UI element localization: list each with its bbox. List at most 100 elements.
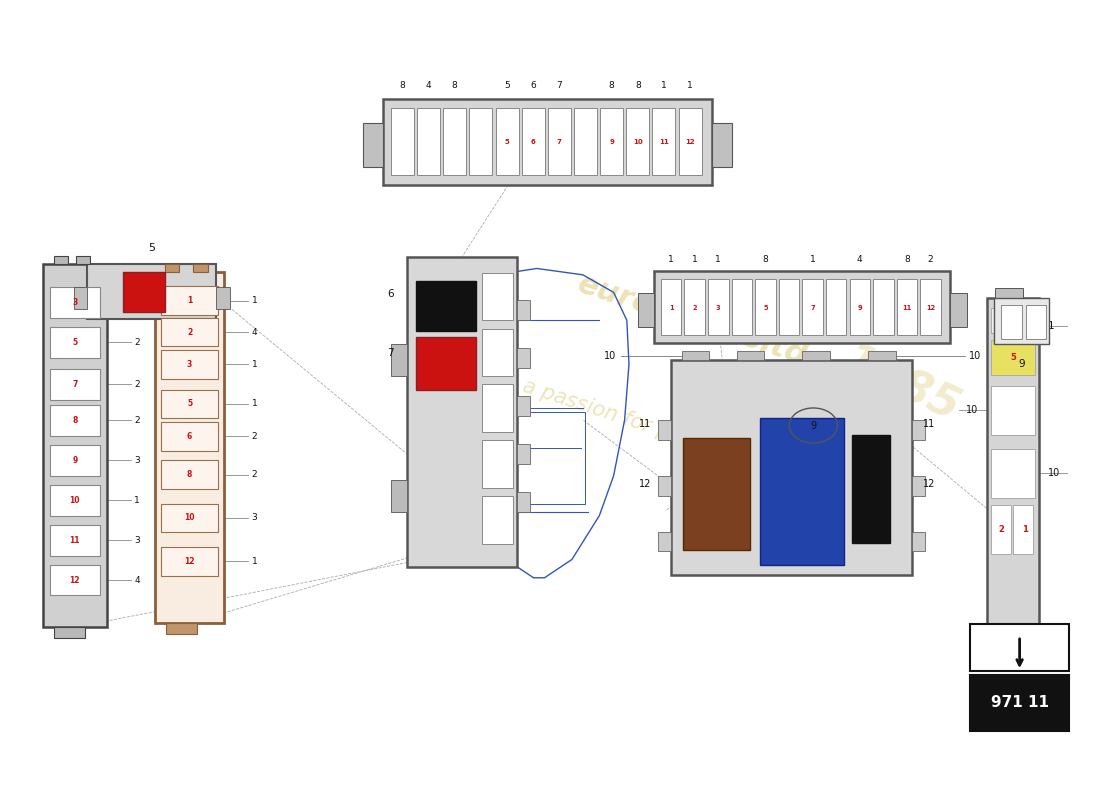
- Bar: [482, 385, 513, 432]
- Bar: [671, 360, 912, 575]
- Text: 8: 8: [635, 82, 640, 90]
- Bar: [779, 279, 800, 334]
- Bar: [51, 369, 100, 399]
- Text: a passion for parts: a passion for parts: [520, 376, 712, 455]
- Text: 1: 1: [688, 82, 693, 90]
- Bar: [732, 279, 752, 334]
- Bar: [521, 108, 544, 175]
- Bar: [162, 461, 218, 490]
- Bar: [574, 108, 597, 175]
- Bar: [155, 273, 224, 623]
- Bar: [991, 505, 1011, 554]
- Text: 1: 1: [187, 296, 192, 305]
- Bar: [626, 108, 649, 175]
- Bar: [517, 444, 530, 464]
- Text: 1: 1: [252, 296, 257, 305]
- Bar: [658, 531, 671, 551]
- Bar: [802, 279, 823, 334]
- Text: 8: 8: [608, 82, 615, 90]
- Bar: [390, 344, 407, 376]
- Text: 2: 2: [134, 380, 140, 389]
- Bar: [851, 435, 890, 543]
- Text: 10: 10: [69, 496, 80, 505]
- Bar: [162, 422, 218, 450]
- Bar: [74, 286, 87, 309]
- Bar: [383, 98, 713, 185]
- Bar: [443, 108, 466, 175]
- Bar: [417, 108, 440, 175]
- Bar: [482, 496, 513, 543]
- Text: 7: 7: [387, 348, 394, 358]
- Bar: [194, 264, 208, 273]
- Text: 9: 9: [609, 138, 614, 145]
- Bar: [217, 286, 230, 309]
- Text: 12: 12: [639, 478, 651, 489]
- Text: 3: 3: [716, 305, 720, 311]
- Text: 5: 5: [504, 82, 510, 90]
- Text: 2: 2: [999, 525, 1004, 534]
- Text: 5: 5: [187, 399, 192, 409]
- Text: 1: 1: [252, 557, 257, 566]
- Text: 9: 9: [1019, 358, 1025, 369]
- Bar: [162, 546, 218, 575]
- Bar: [482, 440, 513, 488]
- Bar: [658, 420, 671, 440]
- Bar: [996, 288, 1023, 298]
- Bar: [991, 386, 1035, 434]
- Bar: [390, 108, 414, 175]
- Text: 8: 8: [187, 470, 192, 479]
- Text: 10: 10: [632, 138, 642, 145]
- Text: 2: 2: [134, 338, 140, 347]
- Text: 5: 5: [73, 338, 77, 347]
- Bar: [994, 298, 1049, 344]
- Bar: [682, 350, 710, 360]
- Bar: [54, 256, 68, 265]
- Bar: [482, 273, 513, 320]
- Text: 11: 11: [923, 419, 935, 429]
- Text: 1: 1: [668, 255, 674, 264]
- Text: 8: 8: [762, 255, 768, 264]
- Text: 5: 5: [505, 138, 509, 145]
- Text: 12: 12: [923, 478, 935, 489]
- Text: 8: 8: [73, 416, 78, 425]
- Bar: [1013, 505, 1033, 554]
- Bar: [407, 257, 517, 567]
- Text: eurosparesltd: eurosparesltd: [574, 270, 811, 371]
- Bar: [826, 279, 847, 334]
- Bar: [756, 279, 775, 334]
- Bar: [970, 624, 1069, 671]
- Bar: [162, 318, 218, 346]
- Text: 5: 5: [763, 305, 768, 311]
- Bar: [517, 300, 530, 320]
- Text: 8: 8: [399, 82, 405, 90]
- Bar: [737, 350, 764, 360]
- Bar: [912, 420, 925, 440]
- Bar: [495, 108, 518, 175]
- Text: 3: 3: [134, 456, 140, 465]
- Text: 1: 1: [1048, 321, 1055, 331]
- Bar: [683, 438, 750, 550]
- Text: 2: 2: [187, 327, 192, 337]
- Bar: [873, 279, 893, 334]
- Text: 1: 1: [252, 360, 257, 369]
- Bar: [416, 338, 476, 390]
- Bar: [123, 271, 165, 312]
- Bar: [51, 287, 100, 318]
- Bar: [658, 476, 671, 496]
- Bar: [363, 123, 383, 167]
- Text: 4: 4: [252, 327, 257, 337]
- Text: 1: 1: [669, 305, 673, 311]
- Bar: [868, 350, 895, 360]
- Bar: [43, 265, 107, 627]
- Bar: [912, 476, 925, 496]
- Bar: [661, 279, 681, 334]
- Bar: [166, 623, 197, 634]
- Text: 8: 8: [452, 82, 458, 90]
- Text: 1: 1: [692, 255, 697, 264]
- Text: 5: 5: [1010, 353, 1016, 362]
- Text: 12: 12: [69, 575, 80, 585]
- Bar: [760, 418, 845, 565]
- Bar: [991, 340, 1035, 375]
- Text: 9: 9: [73, 456, 77, 465]
- Text: 1: 1: [252, 399, 257, 409]
